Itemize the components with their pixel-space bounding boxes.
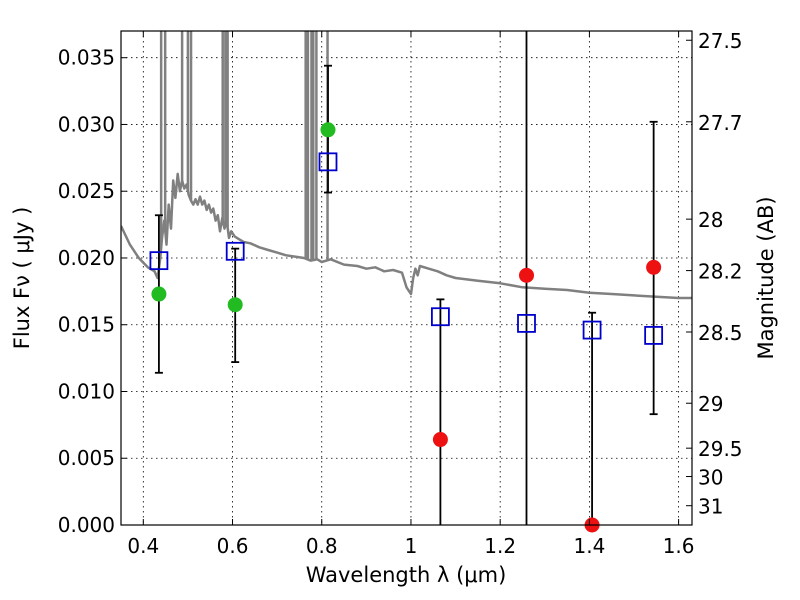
y-tick-label: 0.000 <box>58 513 115 537</box>
model-photometry-point <box>149 251 169 271</box>
y2-tick-label: 28.5 <box>698 321 743 345</box>
y-tick-label: 0.025 <box>58 179 115 203</box>
y2-tick-label: 28 <box>698 208 723 232</box>
x-tick-label: 0.8 <box>306 534 338 558</box>
y2-tick-label: 27.7 <box>698 111 743 135</box>
y-tick-label: 0.035 <box>58 46 115 70</box>
undetected-flux-point <box>432 432 448 448</box>
y2-axis-title: Magnitude (AB) <box>754 196 778 359</box>
y2-tick-label: 31 <box>698 495 723 519</box>
y2-tick-label: 28.2 <box>698 260 743 284</box>
y2-tick-label: 30 <box>698 466 723 490</box>
y-tick-label: 0.010 <box>58 379 115 403</box>
marker-layer <box>149 122 664 533</box>
tick-layer: 0.4 0.6 0.8 1 1.2 1.4 1.6 0.000 0.005 0.010 0.015 0… <box>58 29 743 558</box>
x-tick-label: 1 <box>405 534 418 558</box>
detected-flux-point <box>151 286 167 302</box>
x-tick-label: 1.4 <box>573 534 605 558</box>
model-photometry-point <box>431 307 450 327</box>
plot-frame <box>120 30 693 526</box>
model-photometry-point <box>318 152 338 172</box>
x-tick-label: 0.4 <box>127 534 159 558</box>
y2-tick-label: 29.5 <box>698 437 743 461</box>
model-photometry-point <box>582 320 602 340</box>
detected-flux-point <box>227 297 243 313</box>
model-photometry-point <box>644 326 664 345</box>
undetected-flux-point <box>518 267 534 283</box>
y-tick-label: 0.005 <box>58 446 115 470</box>
y-tick-label: 0.015 <box>58 313 115 337</box>
sed-model-line <box>121 172 692 300</box>
grid <box>121 31 692 526</box>
y-tick-label: 0.020 <box>58 246 115 270</box>
x-axis-title: Wavelength λ (μm) <box>306 563 507 587</box>
plot-background <box>121 31 692 525</box>
y2-tick-label: 27.5 <box>698 29 743 53</box>
x-tick-label: 0.6 <box>217 534 249 558</box>
y-axis-title: Flux Fν ( μJy ) <box>10 207 34 350</box>
detected-flux-point <box>320 122 336 138</box>
model-photometry-point <box>225 241 245 261</box>
x-tick-label: 1.2 <box>484 534 516 558</box>
y-tick-label: 0.030 <box>58 112 115 136</box>
undetected-flux-point <box>646 259 662 275</box>
x-tick-label: 1.6 <box>663 534 695 558</box>
y2-tick-label: 29 <box>698 392 723 416</box>
model-photometry-point <box>517 313 536 333</box>
